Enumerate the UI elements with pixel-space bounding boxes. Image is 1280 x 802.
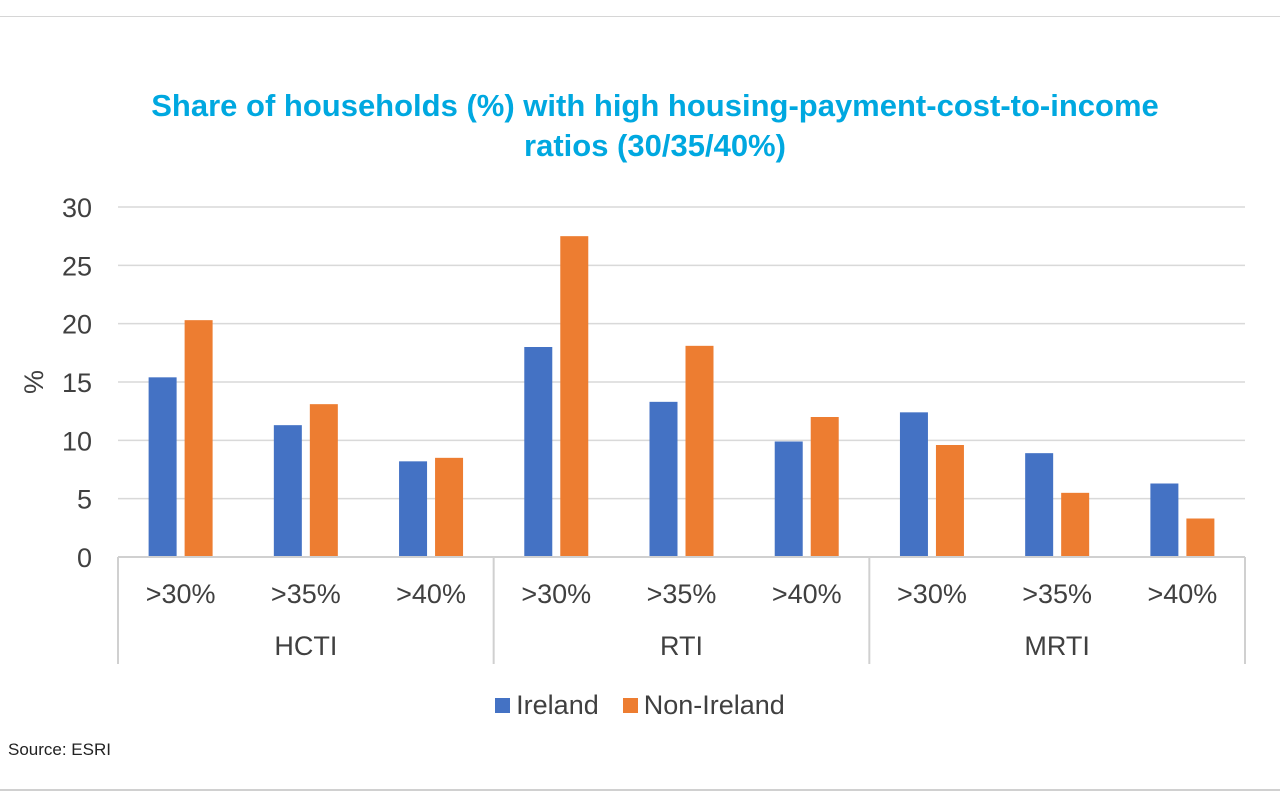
chart-title: Share of households (%) with high housin… bbox=[40, 86, 1270, 166]
bar-non-ireland bbox=[435, 457, 464, 557]
x-tick-label: >40% bbox=[1147, 579, 1217, 609]
bar-ireland bbox=[899, 412, 928, 557]
bar-ireland bbox=[1025, 453, 1054, 557]
chart-title-line-1: Share of households (%) with high housin… bbox=[151, 88, 1159, 123]
y-axis-label: % bbox=[19, 370, 49, 394]
x-tick-label: >35% bbox=[1022, 579, 1092, 609]
legend-label-ireland: Ireland bbox=[516, 690, 599, 720]
bar-non-ireland bbox=[560, 236, 589, 557]
chart-title-line-2: ratios (30/35/40%) bbox=[524, 128, 786, 163]
legend-item-ireland: Ireland bbox=[495, 690, 599, 721]
legend-swatch-non-ireland bbox=[622, 698, 638, 713]
bar-ireland bbox=[148, 377, 177, 557]
bar-ireland bbox=[273, 425, 302, 557]
group-label: RTI bbox=[660, 631, 703, 661]
y-tick-label: 10 bbox=[62, 426, 92, 456]
x-tick-label: >30% bbox=[897, 579, 967, 609]
bar-ireland bbox=[399, 461, 428, 557]
y-tick-label: 30 bbox=[62, 193, 92, 223]
top-rule bbox=[0, 16, 1280, 17]
legend-swatch-ireland bbox=[495, 698, 511, 713]
bottom-rule bbox=[0, 789, 1280, 791]
bar-non-ireland bbox=[810, 417, 839, 557]
x-tick-label: >40% bbox=[772, 579, 842, 609]
bar-non-ireland bbox=[309, 404, 338, 557]
bar-ireland bbox=[774, 441, 803, 557]
x-tick-label: >35% bbox=[271, 579, 341, 609]
legend: Ireland Non-Ireland bbox=[0, 690, 1280, 721]
bar-ireland bbox=[649, 401, 678, 557]
bar-non-ireland bbox=[1061, 492, 1090, 557]
bar-non-ireland bbox=[1186, 518, 1215, 557]
bar-ireland bbox=[524, 347, 553, 557]
legend-item-non-ireland: Non-Ireland bbox=[622, 690, 785, 721]
group-label: HCTI bbox=[274, 631, 337, 661]
group-label: MRTI bbox=[1024, 631, 1090, 661]
bar-non-ireland bbox=[184, 320, 213, 557]
x-tick-label: >40% bbox=[396, 579, 466, 609]
y-tick-label: 0 bbox=[77, 543, 92, 573]
y-tick-label: 15 bbox=[62, 368, 92, 398]
bar-ireland bbox=[1150, 483, 1179, 557]
y-tick-label: 25 bbox=[62, 251, 92, 281]
legend-label-non-ireland: Non-Ireland bbox=[643, 690, 785, 720]
bar-non-ireland bbox=[935, 445, 964, 557]
y-tick-label: 20 bbox=[62, 310, 92, 340]
x-tick-label: >35% bbox=[647, 579, 717, 609]
y-tick-label: 5 bbox=[77, 485, 92, 515]
x-tick-label: >30% bbox=[146, 579, 216, 609]
bar-non-ireland bbox=[685, 345, 714, 557]
source-note: Source: ESRI bbox=[8, 740, 111, 759]
x-tick-label: >30% bbox=[521, 579, 591, 609]
